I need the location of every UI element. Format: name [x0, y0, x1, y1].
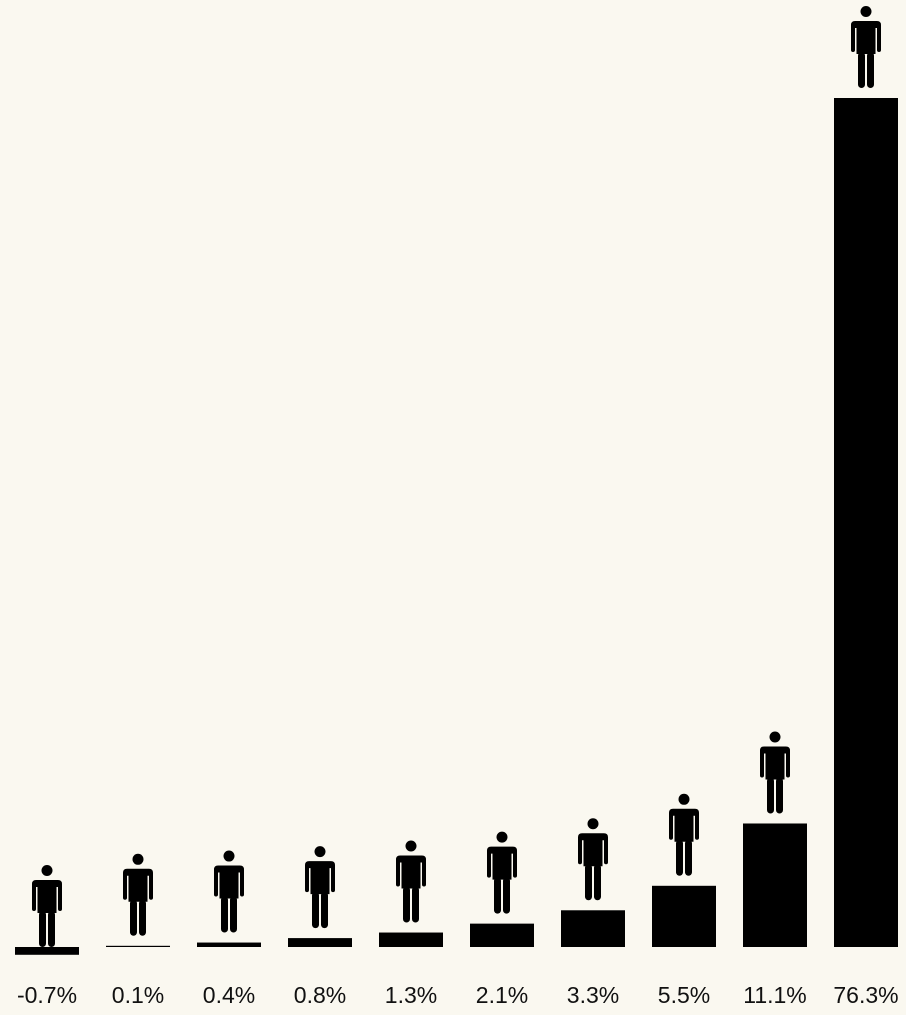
person-icon: [578, 818, 608, 901]
bar: [743, 823, 807, 947]
bars-group: [15, 98, 898, 955]
bar: [15, 947, 79, 955]
person-icon: [487, 831, 517, 914]
bar: [197, 942, 261, 947]
value-label: 5.5%: [658, 982, 710, 1008]
value-label: 0.8%: [294, 982, 346, 1008]
bar: [652, 885, 716, 947]
value-label: 11.1%: [743, 982, 807, 1008]
bar: [288, 938, 352, 947]
person-icon: [305, 846, 335, 929]
bar: [834, 98, 898, 947]
value-labels-group: -0.7% 0.1% 0.4% 0.8% 1.3% 2.1% 3.3% 5.5% 11.1% 76…: [17, 982, 899, 1008]
value-label: 1.3%: [385, 982, 437, 1008]
bar: [379, 932, 443, 947]
value-label: -0.7%: [17, 982, 77, 1008]
bar: [470, 923, 534, 947]
person-icon: [760, 731, 790, 814]
value-label: 0.1%: [112, 982, 164, 1008]
value-label: 2.1%: [476, 982, 528, 1008]
value-label: 0.4%: [203, 982, 255, 1008]
value-label: 3.3%: [567, 982, 619, 1008]
bar: [106, 945, 170, 947]
person-icon: [851, 6, 881, 88]
bar: [561, 910, 625, 947]
person-icon: [669, 793, 699, 876]
person-icon: [123, 853, 153, 936]
person-icon: [32, 865, 62, 947]
person-icons-group: [32, 6, 881, 947]
value-label: 76.3%: [833, 982, 898, 1008]
person-icon: [396, 840, 426, 923]
person-icon: [214, 850, 244, 933]
